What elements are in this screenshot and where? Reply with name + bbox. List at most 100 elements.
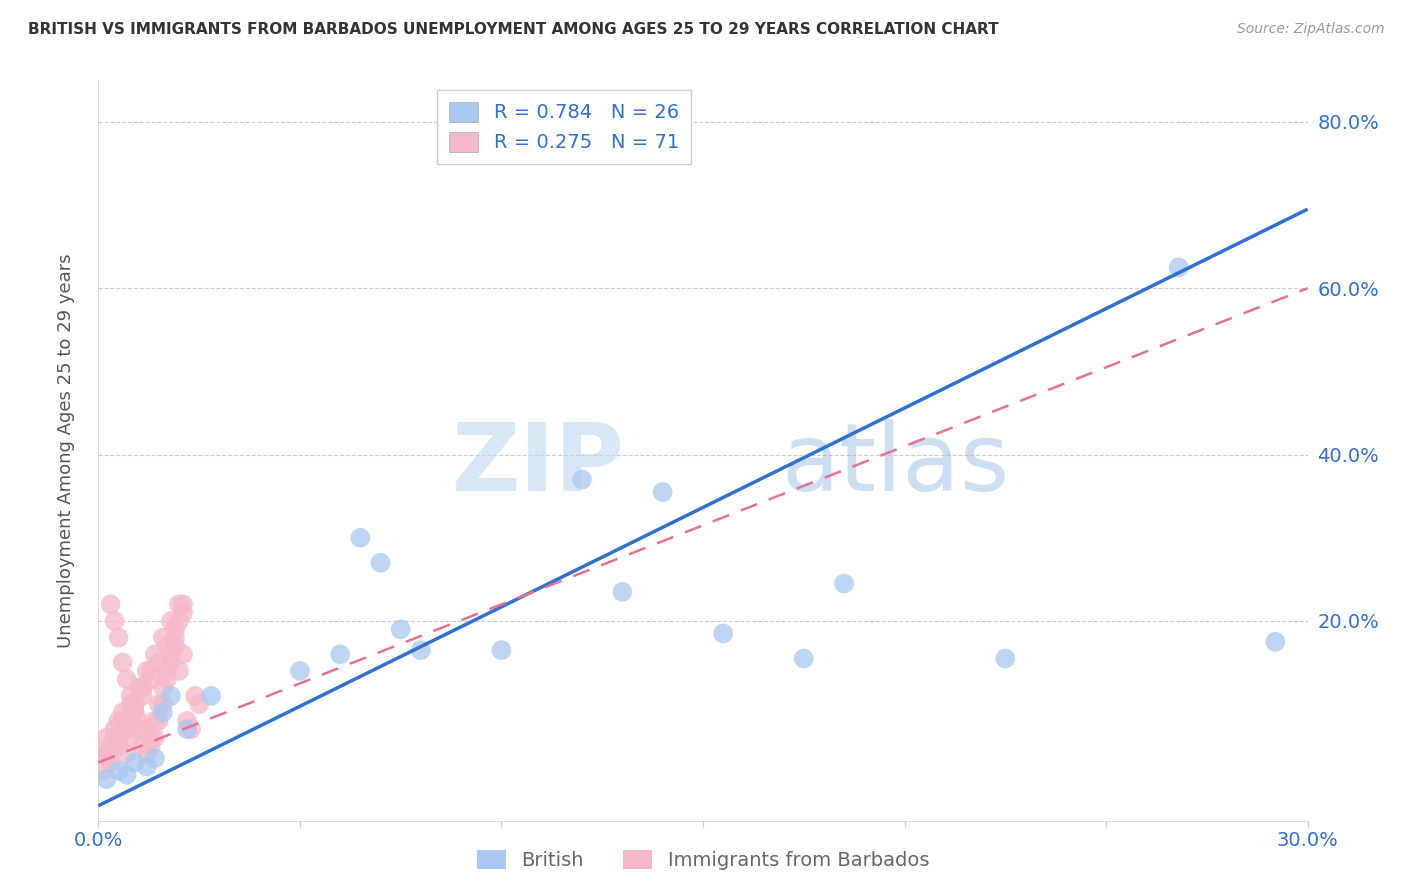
Point (120, 689, 142, 703)
Point (135, 747, 157, 761)
Point (111, 656, 134, 670)
Point (160, 647, 183, 661)
Point (152, 706, 174, 720)
Point (103, 614, 125, 628)
Point (288, 664, 311, 678)
Point (107, 764, 129, 778)
Point (188, 697, 211, 711)
Point (148, 697, 170, 711)
Point (349, 531, 371, 545)
Point (100, 756, 122, 770)
Point (167, 664, 190, 678)
Point (139, 664, 162, 678)
Point (107, 714, 129, 728)
Point (176, 714, 198, 728)
Text: atlas: atlas (782, 419, 1010, 511)
Point (96, 747, 118, 761)
Point (107, 731, 129, 745)
Point (124, 756, 146, 770)
Point (111, 714, 134, 728)
Text: ZIP: ZIP (451, 419, 624, 511)
Point (160, 656, 183, 670)
Point (128, 722, 150, 736)
Point (180, 722, 202, 736)
Point (156, 664, 179, 678)
Point (370, 556, 392, 570)
Point (167, 598, 190, 612)
Point (143, 751, 166, 765)
Point (571, 473, 593, 487)
Point (139, 739, 162, 753)
Text: Source: ZipAtlas.com: Source: ZipAtlas.com (1237, 22, 1385, 37)
Point (148, 714, 170, 728)
Point (176, 722, 198, 736)
Point (329, 647, 352, 661)
Point (115, 747, 138, 761)
Point (91, 747, 114, 761)
Point (651, 485, 673, 500)
Point (184, 689, 207, 703)
Point (156, 639, 179, 653)
Point (156, 672, 179, 686)
Point (160, 689, 183, 703)
Point (132, 681, 155, 695)
Point (172, 647, 194, 661)
Point (115, 672, 138, 686)
Text: BRITISH VS IMMIGRANTS FROM BARBADOS UNEMPLOYMENT AMONG AGES 25 TO 29 YEARS CORRE: BRITISH VS IMMIGRANTS FROM BARBADOS UNEM… (28, 22, 998, 37)
Point (91, 764, 114, 778)
Point (120, 731, 142, 745)
Point (163, 631, 186, 645)
Point (100, 739, 122, 753)
Point (200, 689, 222, 703)
Point (612, 585, 634, 599)
Point (96, 731, 118, 745)
Point (152, 631, 174, 645)
Legend: R = 0.784   N = 26, R = 0.275   N = 71: R = 0.784 N = 26, R = 0.275 N = 71 (437, 90, 690, 164)
Point (103, 731, 125, 745)
Point (163, 623, 186, 637)
Point (389, 623, 412, 637)
Point (163, 639, 186, 653)
Legend: British, Immigrants from Barbados: British, Immigrants from Barbados (470, 842, 936, 878)
Point (115, 768, 138, 782)
Point (491, 643, 513, 657)
Point (135, 664, 157, 678)
Point (128, 681, 150, 695)
Point (135, 759, 157, 773)
Point (160, 614, 183, 628)
Point (135, 722, 157, 736)
Point (832, 576, 855, 591)
Point (124, 706, 146, 720)
Point (103, 722, 125, 736)
Point (172, 606, 194, 620)
Point (115, 714, 138, 728)
Point (111, 706, 134, 720)
Point (793, 651, 815, 665)
Point (1167, 260, 1189, 275)
Point (167, 614, 190, 628)
Point (139, 672, 162, 686)
Point (132, 689, 155, 703)
Point (172, 598, 194, 612)
Point (115, 722, 138, 736)
Point (994, 651, 1017, 665)
Point (139, 731, 162, 745)
Point (96, 772, 118, 786)
Point (100, 747, 122, 761)
Point (107, 739, 129, 753)
Point (409, 643, 432, 657)
Point (124, 697, 146, 711)
Point (148, 656, 170, 670)
Point (152, 697, 174, 711)
Point (132, 739, 155, 753)
Point (143, 731, 166, 745)
Point (128, 714, 150, 728)
Point (120, 697, 142, 711)
Point (132, 681, 155, 695)
Point (152, 681, 174, 695)
Point (100, 598, 122, 612)
Y-axis label: Unemployment Among Ages 25 to 29 years: Unemployment Among Ages 25 to 29 years (56, 253, 75, 648)
Point (143, 647, 166, 661)
Point (143, 714, 166, 728)
Point (1264, 634, 1286, 648)
